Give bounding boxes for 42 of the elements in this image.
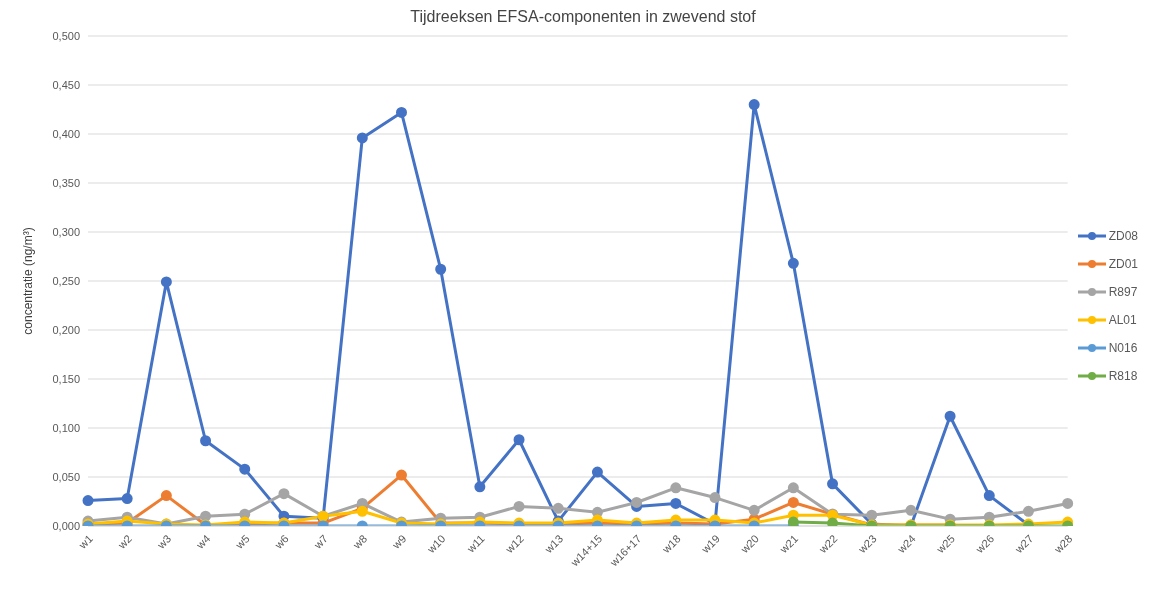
legend-label: ZD08 — [1108, 229, 1138, 243]
x-tick-label: w9 — [389, 532, 409, 552]
x-tick-label: w6 — [271, 532, 291, 552]
y-tick-label: 0,300 — [52, 225, 80, 238]
x-tick-label: w26 — [972, 532, 997, 556]
y-tick-label: 0,150 — [52, 372, 80, 385]
legend-label: AL01 — [1108, 313, 1137, 327]
x-tick-label: w28 — [1051, 532, 1075, 556]
x-tick-label: w21 — [776, 532, 801, 556]
x-tick-label: w18 — [659, 532, 683, 556]
x-tick-label: w4 — [193, 532, 213, 552]
y-tick-label: 0,050 — [52, 470, 80, 483]
y-axis-title: concentratie (ng/m³) — [21, 227, 36, 335]
y-tick-label: 0,450 — [52, 78, 80, 91]
x-tick-label: w2 — [114, 532, 135, 552]
x-tick-label: w20 — [737, 532, 762, 556]
x-tick-label: w11 — [463, 532, 487, 556]
x-tick-label: w8 — [350, 532, 370, 552]
y-tick-label: 0,100 — [52, 421, 80, 434]
y-tick-label: 0,250 — [52, 274, 80, 287]
chart-title: Tijdreeksen EFSA-componenten in zwevend stof — [409, 8, 757, 26]
y-tick-label: 0,350 — [52, 176, 80, 189]
x-tick-label: w5 — [232, 532, 252, 552]
x-tick-label: w23 — [855, 532, 879, 556]
legend-label: ZD01 — [1108, 257, 1138, 271]
y-tick-label: 0,200 — [52, 323, 80, 336]
legend-label: R897 — [1108, 285, 1138, 299]
x-tick-label: w10 — [424, 532, 448, 556]
x-tick-label: w12 — [502, 532, 526, 556]
x-tick-label: w22 — [816, 532, 840, 556]
legend-label: N016 — [1108, 341, 1138, 355]
x-tick-label: w3 — [154, 532, 174, 552]
x-tick-label: w1 — [75, 532, 95, 552]
x-tick-label: w25 — [933, 532, 958, 556]
y-tick-label: 0,000 — [52, 519, 80, 532]
x-tick-label: w7 — [310, 532, 331, 552]
x-tick-label: w24 — [894, 532, 918, 556]
y-tick-label: 0,400 — [52, 127, 80, 140]
x-tick-label: w19 — [698, 532, 722, 556]
x-tick-label: w13 — [541, 532, 566, 556]
y-tick-label: 0,500 — [52, 29, 80, 42]
legend-label: R818 — [1108, 369, 1138, 383]
